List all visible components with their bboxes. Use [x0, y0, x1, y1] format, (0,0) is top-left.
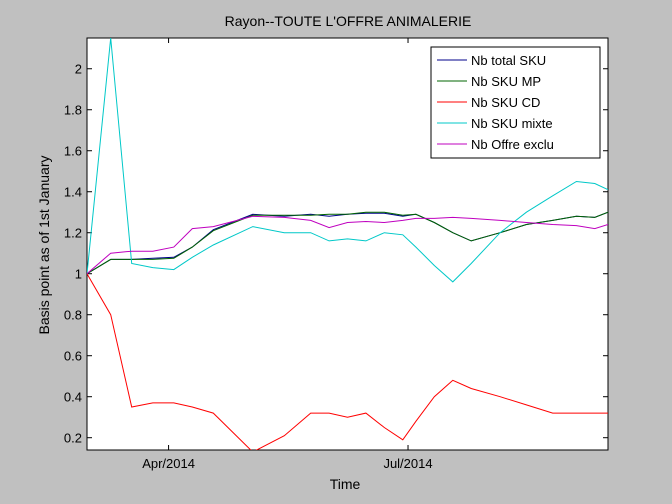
y-tick-label: 1.2	[64, 226, 82, 241]
chart-title: Rayon--TOUTE L'OFFRE ANIMALERIE	[225, 13, 472, 29]
y-tick-label: 1.4	[64, 185, 82, 200]
legend-label: Nb SKU MP	[471, 74, 541, 89]
series-line-2	[87, 211, 608, 275]
y-tick-label: 1	[75, 267, 82, 282]
series-line-5	[87, 215, 608, 275]
y-tick-label: 1.6	[64, 144, 82, 159]
y-tick-label: 0.2	[64, 431, 82, 446]
legend: Nb total SKU Nb SKU MP Nb SKU CD Nb SKU mix…	[430, 46, 601, 159]
y-tick-label: 0.8	[64, 308, 82, 323]
y-tick-label: 0.6	[64, 349, 82, 364]
y-axis-title: Basis point as of 1st January	[36, 156, 52, 335]
legend-label: Nb SKU mixte	[471, 116, 553, 131]
x-tick-label: Apr/2014	[142, 456, 195, 471]
series-lines	[87, 38, 608, 450]
y-tick-label: 0.4	[64, 390, 82, 405]
y-tick-label: 1.8	[64, 103, 82, 118]
y-tick-label: 2	[75, 62, 82, 77]
x-axis-title: Time	[330, 476, 361, 492]
legend-label: Nb Offre exclu	[471, 137, 554, 152]
legend-label: Nb SKU CD	[471, 95, 540, 110]
series-line-4	[87, 38, 608, 283]
legend-label: Nb total SKU	[471, 53, 546, 68]
series-line-3	[87, 273, 608, 450]
x-tick-label: Jul/2014	[383, 456, 432, 471]
axis-ticks: 0.2 0.4 0.6 0.8 1 1.2 1.4 1.6 1.8 2 Apr/2014 Jul/20…	[64, 38, 608, 471]
